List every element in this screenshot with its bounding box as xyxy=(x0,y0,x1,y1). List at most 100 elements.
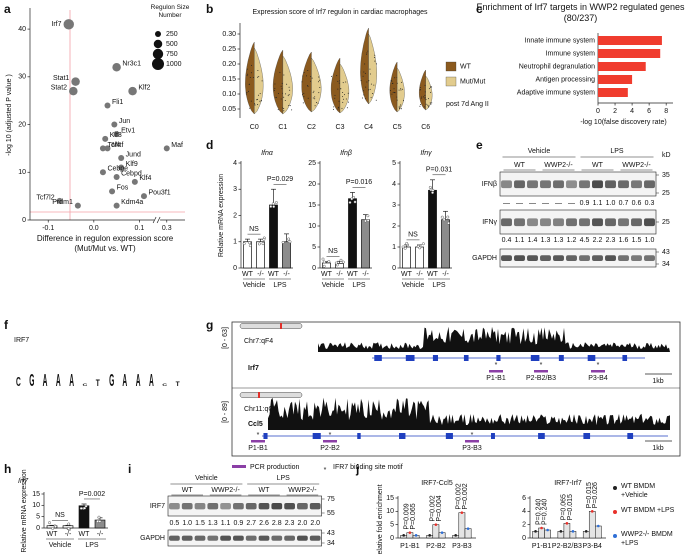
exon xyxy=(496,355,501,361)
jitter-dot xyxy=(246,68,248,70)
group-label: Vehicle xyxy=(528,148,551,155)
jitter-dot xyxy=(303,92,305,94)
sample-dot xyxy=(67,522,71,526)
jitter-dot xyxy=(250,72,252,74)
jitter-dot xyxy=(288,94,290,96)
kd-label: 25 xyxy=(662,190,670,197)
jitter-dot xyxy=(251,64,253,66)
blot-band xyxy=(631,218,642,227)
bar xyxy=(538,527,545,539)
jitter-dot xyxy=(368,89,370,91)
quant-label: 1.3 xyxy=(208,520,218,527)
jitter-dot xyxy=(343,94,345,96)
legend-label: IFR7 binding site motif xyxy=(333,464,403,471)
bar xyxy=(428,189,437,269)
category-label: Adaptive immune system xyxy=(517,89,595,96)
jitter-dot xyxy=(342,92,344,94)
jitter-dot xyxy=(400,89,402,91)
jitter-dot xyxy=(424,97,426,99)
y-tick-label: 2 xyxy=(233,212,237,219)
blot-band xyxy=(592,255,603,262)
point-label: Klf2 xyxy=(138,84,150,91)
quant-label: 1.5 xyxy=(632,237,642,244)
blot-band xyxy=(553,218,564,227)
blot-frame xyxy=(167,495,322,517)
jitter-dot xyxy=(373,56,375,58)
jitter-dot xyxy=(375,99,377,101)
bar xyxy=(598,75,633,84)
legend-label: 750 xyxy=(166,51,178,58)
jitter-dot xyxy=(331,75,333,77)
data-point xyxy=(131,178,138,185)
jitter-dot xyxy=(311,77,313,79)
jitter-dot xyxy=(419,86,421,88)
significance-label: P=0.002 xyxy=(456,483,463,509)
sample-dot xyxy=(269,205,273,208)
jitter-dot xyxy=(337,108,339,110)
sample-dot xyxy=(348,201,352,204)
quant-label: — xyxy=(568,200,575,207)
sample-dot xyxy=(288,240,292,244)
sample-dot xyxy=(428,185,432,189)
group-label: Vehicle xyxy=(49,542,72,549)
y-tick-label: 0.25 xyxy=(222,46,236,53)
category-label: Innate immune system xyxy=(525,37,596,44)
blot-band xyxy=(194,503,206,510)
point-label: Stat1 xyxy=(53,75,69,82)
violin-half xyxy=(389,61,398,113)
y-tick-label: 1 xyxy=(233,239,237,246)
group-label: LPS xyxy=(277,475,291,482)
pcr-product xyxy=(489,370,503,373)
y-tick-label: 0.10 xyxy=(222,91,236,98)
significance-label: P=0.009 xyxy=(404,503,411,529)
point-label: Stat2 xyxy=(51,84,67,91)
legend-size-mark xyxy=(152,48,164,60)
blot-band xyxy=(258,535,270,541)
jitter-dot xyxy=(281,82,283,84)
jitter-dot xyxy=(396,99,398,101)
sample-dot xyxy=(271,202,275,206)
jitter-dot xyxy=(317,102,319,104)
x-tick-label: P1-B1 xyxy=(400,543,420,550)
blot-band xyxy=(631,255,642,262)
jitter-dot xyxy=(398,89,400,91)
data-point xyxy=(163,145,170,152)
quant-label: 1.1 xyxy=(593,200,603,207)
jitter-dot xyxy=(390,80,392,82)
quant-label: 2.8 xyxy=(272,520,282,527)
y-axis-label: Relative mRNA expression xyxy=(218,174,225,257)
quant-label: — xyxy=(555,200,562,207)
data-point xyxy=(113,174,120,181)
blot-band xyxy=(309,535,321,541)
jitter-dot xyxy=(342,96,344,98)
jitter-dot xyxy=(363,90,365,92)
jitter-dot xyxy=(289,105,291,107)
blot-band xyxy=(514,180,525,189)
data-point xyxy=(112,63,121,72)
sample-dot xyxy=(366,214,370,218)
jitter-dot xyxy=(314,98,316,100)
y-tick-label: 3 xyxy=(233,186,237,193)
violin-half xyxy=(245,41,255,115)
group-label: Vehicle xyxy=(322,282,345,289)
exon xyxy=(445,433,453,439)
jitter-dot xyxy=(285,93,287,95)
x-tick-label: 4 xyxy=(630,108,634,115)
quant-label: 2.6 xyxy=(259,520,269,527)
panel-label: b xyxy=(206,2,213,16)
legend-label: WWP2-/- BMDM +LPS xyxy=(621,531,673,547)
y-tick-label: 0 xyxy=(390,535,394,542)
jitter-dot xyxy=(363,94,365,96)
x-tick-label: WT xyxy=(47,531,59,538)
panel-label: j xyxy=(355,462,359,476)
blot-band xyxy=(566,255,577,262)
jitter-dot xyxy=(368,80,370,82)
quant-label: — xyxy=(542,200,549,207)
blot-band xyxy=(540,255,551,262)
sample-dot xyxy=(248,241,251,245)
x-tick-label: -/- xyxy=(416,271,423,278)
data-point xyxy=(140,193,147,200)
jitter-dot xyxy=(365,86,367,88)
motif-letter: C xyxy=(83,383,88,387)
subgroup-label: WWP2-/- xyxy=(622,162,651,169)
